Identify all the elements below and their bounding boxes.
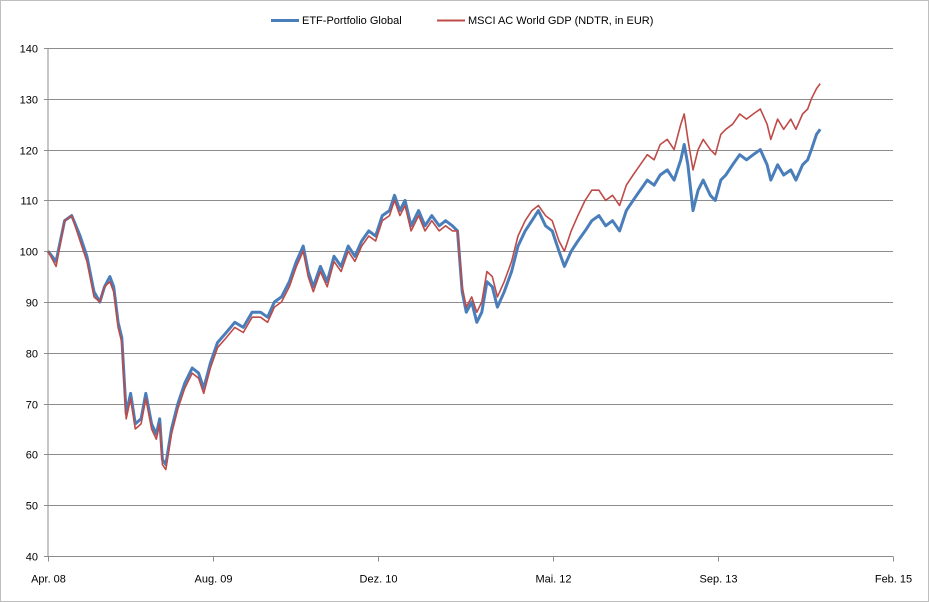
y-tick-label-110: 110: [20, 196, 38, 208]
x-tick-label-3: Mai. 12: [535, 574, 571, 586]
y-tick-label-100: 100: [20, 247, 38, 259]
y-tick-label-50: 50: [26, 501, 38, 513]
y-tick-label-130: 130: [20, 95, 38, 107]
y-tick-label-120: 120: [20, 146, 38, 158]
x-tick-label-4: Sep. 13: [700, 574, 738, 586]
y-tick-label-70: 70: [26, 400, 38, 412]
series-line-2: [47, 83, 821, 471]
x-tick-label-0: Apr. 08: [31, 574, 66, 586]
legend: ETF-Portfolio Global MSCI AC World GDP (N…: [271, 15, 653, 27]
x-axis: Apr. 08 Aug. 09 Dez. 10 Mai. 12 Sep. 13 Feb. …: [31, 48, 912, 586]
gridlines: [48, 48, 893, 506]
y-axis-ticks: 40 50 60 70 80 90 100 110 120 130 140: [20, 44, 48, 564]
y-tick-label-40: 40: [26, 552, 38, 564]
y-tick-label-90: 90: [26, 298, 38, 310]
x-tick-label-1: Aug. 09: [195, 574, 233, 586]
y-tick-label-140: 140: [20, 44, 38, 56]
y-tick-label-60: 60: [26, 450, 38, 462]
y-tick-label-80: 80: [26, 349, 38, 361]
legend-label-1: ETF-Portfolio Global: [302, 15, 402, 27]
series-layer: [46, 83, 822, 471]
series-line-1: [46, 128, 822, 467]
x-tick-label-5: Feb. 15: [875, 574, 912, 586]
legend-label-2: MSCI AC World GDP (NDTR, in EUR): [468, 15, 653, 27]
x-tick-label-2: Dez. 10: [360, 574, 398, 586]
